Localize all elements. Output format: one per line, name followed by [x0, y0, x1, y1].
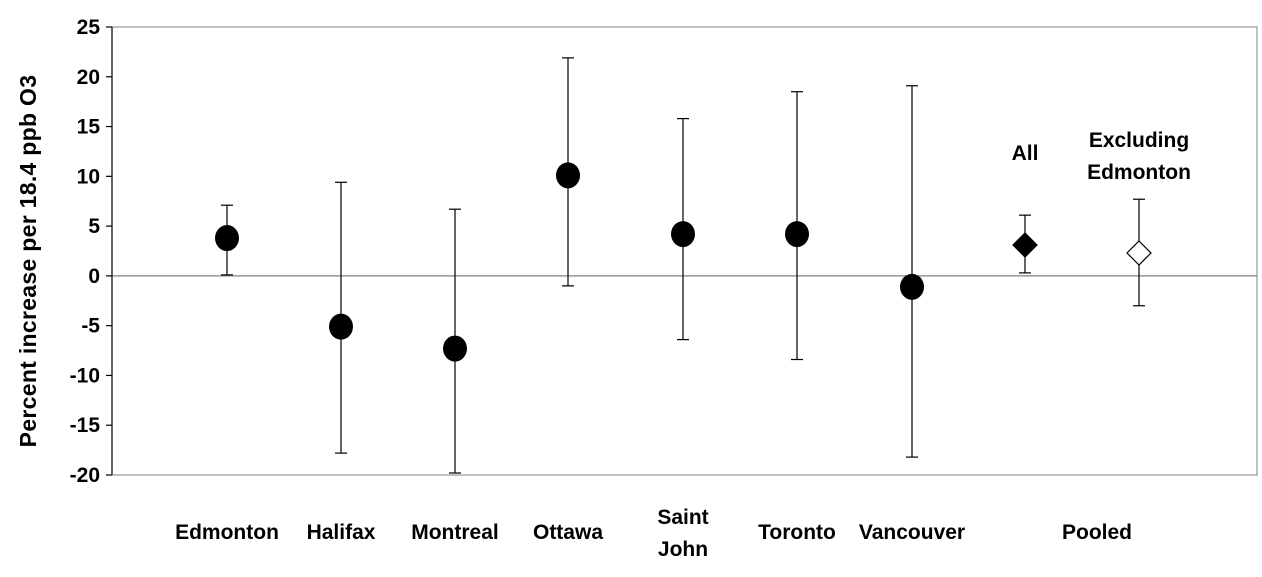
y-tick-labels: 25 20 15 10 5 0 -5 -10 -15 -20 — [70, 16, 101, 487]
point-estimate-circle — [556, 162, 580, 189]
category-label: Montreal — [411, 521, 499, 544]
category-label: Toronto — [758, 521, 836, 544]
annotations: All Excluding Edmonton — [1012, 129, 1191, 184]
point-estimate-circle — [671, 221, 695, 248]
category-label: John — [658, 538, 708, 561]
y-tick-label: -15 — [70, 414, 101, 437]
y-tick-label: 25 — [77, 16, 101, 39]
category-label: Ottawa — [533, 521, 603, 544]
category-label: Saint — [657, 506, 708, 529]
point-estimate-circle — [900, 273, 924, 300]
point-estimate-circle — [443, 335, 467, 362]
pooled-estimate-diamond-filled — [1012, 232, 1038, 258]
y-tick-label: -5 — [81, 315, 100, 338]
axes — [106, 26, 1258, 476]
pooled-estimate-diamond-open — [1126, 240, 1152, 266]
pooled-annotation-label: Excluding — [1089, 129, 1189, 152]
y-tick-label: 15 — [77, 116, 101, 139]
y-tick-label: 0 — [88, 265, 100, 288]
point-estimate-circle — [215, 225, 239, 252]
y-tick-label: 20 — [77, 66, 100, 89]
pooled-group-label: Pooled — [1062, 521, 1132, 544]
pooled-annotation-label: All — [1012, 142, 1039, 165]
y-tick-label: -20 — [70, 464, 100, 487]
error-bars — [221, 57, 1145, 474]
category-label: Vancouver — [859, 521, 965, 544]
category-labels: Edmonton Halifax Montreal Ottawa Saint John To… — [175, 506, 965, 561]
y-axis-label: Percent increase per 18.4 ppb O3 — [15, 75, 41, 448]
point-estimate-circle — [785, 221, 809, 248]
point-markers — [215, 162, 1152, 362]
y-axis-label-group: Percent increase per 18.4 ppb O3 — [15, 75, 41, 448]
point-estimate-circle — [329, 313, 353, 340]
plot-area-border — [111, 26, 1258, 476]
y-tick-label: 5 — [88, 215, 100, 238]
y-tick-label: -10 — [70, 364, 100, 387]
category-label: Edmonton — [175, 521, 279, 544]
category-label: Halifax — [307, 521, 376, 544]
y-tick-label: 10 — [77, 165, 100, 188]
pooled-annotation-label: Edmonton — [1087, 161, 1191, 184]
